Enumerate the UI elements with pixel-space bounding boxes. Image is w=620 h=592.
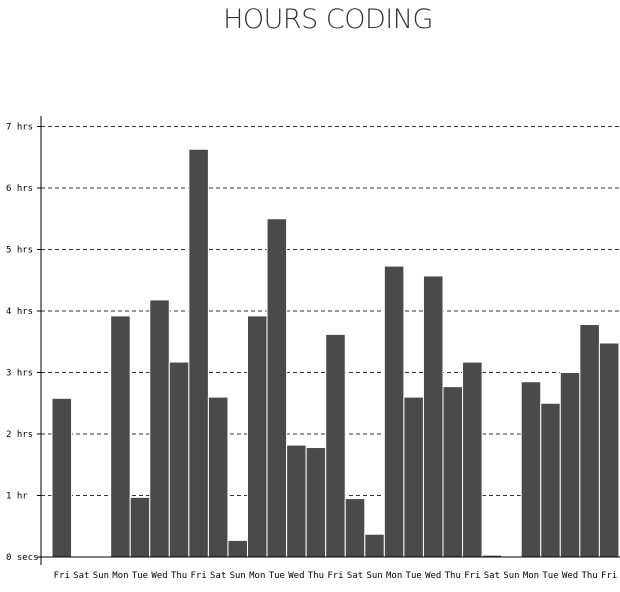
bar	[207, 396, 229, 558]
x-tick-label: Fri	[54, 571, 70, 581]
x-tick-label: Thu	[308, 571, 324, 581]
bar	[520, 381, 542, 558]
x-tick-label: Wed	[562, 571, 578, 581]
x-tick-label: Tue	[406, 571, 422, 581]
bar	[598, 342, 620, 558]
bar	[110, 315, 131, 558]
bar	[579, 324, 600, 558]
y-tick-label: 0 secs	[6, 553, 39, 563]
x-tick-label: Sun	[93, 571, 109, 581]
bar	[129, 496, 151, 558]
bar	[422, 275, 444, 558]
bar	[149, 299, 170, 558]
bar	[247, 315, 268, 558]
y-axis-ticks: 0 secs 1 hr 2 hrs 3 hrs 4 hrs 5 hrs 6 hrs 7 hrs	[6, 123, 41, 563]
bar	[227, 539, 248, 558]
bars	[51, 148, 620, 558]
x-tick-label: Thu	[581, 571, 597, 581]
x-tick-label: Thu	[445, 571, 461, 581]
bar	[344, 498, 366, 558]
y-tick-label: 2 hrs	[6, 430, 33, 440]
x-tick-label: Sat	[73, 571, 89, 581]
x-tick-label: Fri	[601, 571, 617, 581]
y-tick-label: 4 hrs	[6, 307, 33, 317]
bar	[540, 402, 561, 558]
bar	[51, 397, 73, 558]
x-tick-label: Thu	[171, 571, 187, 581]
x-tick-label: Mon	[386, 571, 402, 581]
y-tick-label: 3 hrs	[6, 369, 33, 379]
bar	[403, 396, 424, 558]
x-tick-label: Tue	[269, 571, 285, 581]
x-tick-label: Sun	[230, 571, 246, 581]
axes	[40, 116, 620, 565]
bar	[325, 333, 346, 558]
x-tick-label: Tue	[132, 571, 148, 581]
bar	[305, 447, 327, 558]
y-tick-label: 1 hr	[6, 492, 28, 502]
y-tick-label: 5 hrs	[6, 246, 33, 256]
x-tick-label: Tue	[542, 571, 558, 581]
x-axis-ticks: Fri Sat Sun Mon Tue Wed Thu Fri Sat Sun Mon Tue Wed T…	[54, 571, 618, 581]
bar	[462, 361, 483, 558]
chart-title: HOURS CODING	[223, 4, 433, 35]
x-tick-label: Wed	[288, 571, 304, 581]
bar	[188, 148, 209, 558]
x-tick-label: Fri	[464, 571, 480, 581]
bar	[383, 265, 405, 558]
x-tick-label: Sat	[484, 571, 500, 581]
x-tick-label: Sun	[366, 571, 382, 581]
bar	[442, 386, 464, 558]
bar	[168, 361, 190, 558]
x-tick-label: Fri	[327, 571, 343, 581]
bar	[364, 533, 385, 558]
bar	[559, 372, 581, 558]
x-tick-label: Mon	[112, 571, 128, 581]
x-tick-label: Wed	[151, 571, 167, 581]
x-tick-label: Mon	[249, 571, 265, 581]
x-tick-label: Wed	[425, 571, 441, 581]
x-tick-label: Sun	[503, 571, 519, 581]
bar	[266, 218, 288, 558]
x-tick-label: Sat	[347, 571, 363, 581]
x-tick-label: Fri	[190, 571, 206, 581]
bar	[286, 444, 307, 558]
x-tick-label: Mon	[523, 571, 539, 581]
y-tick-label: 7 hrs	[6, 123, 33, 133]
y-tick-label: 6 hrs	[6, 184, 33, 194]
x-tick-label: Sat	[210, 571, 226, 581]
